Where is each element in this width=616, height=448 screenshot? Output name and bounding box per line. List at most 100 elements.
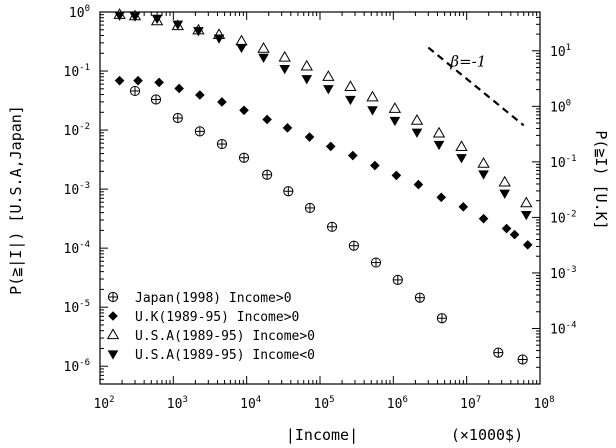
- slope-reference-line: [427, 46, 525, 127]
- data-point: [239, 105, 249, 116]
- y-left-tick-label: 10-6: [64, 358, 91, 375]
- data-point: [172, 20, 184, 30]
- legend: Japan(1998) Income>0 U.K(1989-95) Income>…: [106, 291, 315, 363]
- data-point: [283, 186, 294, 197]
- y-left-tick-label: 10-3: [64, 181, 91, 198]
- data-point: [348, 240, 360, 251]
- data-point: [501, 223, 512, 234]
- data-point: [129, 12, 141, 22]
- legend-marker: [106, 328, 120, 340]
- y-left-tick-label: 100: [69, 4, 90, 21]
- data-point: [325, 141, 336, 152]
- slope-label: β=-1: [449, 52, 486, 70]
- x-axis-label: |Income|: [286, 426, 358, 444]
- data-point: [114, 75, 125, 86]
- x-tick-label: 107: [460, 395, 481, 412]
- data-point: [151, 14, 163, 24]
- x-tick-label: 106: [387, 395, 408, 412]
- data-point: [493, 347, 504, 358]
- data-point: [392, 274, 403, 285]
- series-2: [113, 8, 533, 208]
- data-point: [499, 189, 511, 199]
- data-point: [257, 41, 270, 53]
- data-point: [262, 169, 273, 180]
- data-point: [304, 132, 315, 142]
- legend-marker: [108, 311, 118, 321]
- y-right-tick-label: 101: [550, 43, 571, 60]
- data-series: [113, 8, 533, 365]
- data-point: [436, 192, 447, 203]
- data-point: [433, 140, 445, 151]
- x-tick-label: 103: [167, 395, 188, 412]
- x-tick-label: 108: [533, 395, 554, 412]
- tick-marks: [99, 11, 541, 385]
- data-point: [345, 95, 356, 106]
- annotations: β=-1: [427, 46, 525, 127]
- y-axis-label-left: P(≧|I|) [U.S.A,Japan]: [7, 105, 25, 295]
- data-point: [195, 90, 205, 100]
- data-point: [478, 213, 489, 224]
- data-point: [370, 160, 380, 171]
- data-point: [216, 138, 228, 150]
- series-0: [129, 85, 528, 365]
- data-point: [455, 140, 468, 151]
- y-left-tick-label: 10-1: [64, 63, 91, 80]
- data-point: [517, 354, 528, 365]
- y-right-tick-label: 10-4: [550, 320, 577, 337]
- data-point: [322, 70, 335, 81]
- data-point: [326, 221, 338, 232]
- data-point: [509, 229, 520, 240]
- y-left-tick-label: 10-2: [64, 122, 91, 139]
- data-point: [370, 257, 382, 268]
- y-right-tick-label: 10-2: [550, 209, 577, 226]
- data-point: [522, 240, 533, 250]
- data-point: [366, 90, 379, 102]
- data-point: [133, 75, 143, 86]
- data-point: [520, 196, 533, 208]
- legend-entry-label: U.S.A(1989-95) Income>0: [135, 329, 315, 344]
- data-point: [258, 53, 269, 64]
- data-point: [278, 50, 291, 62]
- data-point: [193, 27, 204, 37]
- data-point: [436, 313, 448, 324]
- series-1: [114, 75, 533, 250]
- legend-entry-label: U.S.A(1989-95) Income<0: [135, 348, 315, 363]
- y-axis-label-right: P(≧I) [U.K]: [592, 130, 610, 229]
- data-point: [154, 77, 164, 88]
- y-right-tick-label: 100: [550, 98, 571, 115]
- data-point: [217, 97, 227, 107]
- data-point: [174, 83, 184, 94]
- data-point: [367, 106, 378, 116]
- y-right-tick-label: 10-1: [550, 154, 577, 171]
- legend-marker: [107, 350, 119, 360]
- data-point: [304, 202, 316, 214]
- data-point: [410, 113, 424, 125]
- data-point: [389, 116, 401, 127]
- x-tick-label: 102: [93, 395, 114, 412]
- data-point: [114, 11, 125, 21]
- tick-labels: 102 103 104 105 106 107 108 100 10-1 10-2 10-3 10-4…: [64, 4, 577, 412]
- data-point: [213, 34, 225, 44]
- data-point: [235, 34, 248, 46]
- data-point: [432, 126, 446, 138]
- legend-marker: [107, 291, 119, 303]
- data-point: [520, 210, 532, 221]
- data-point: [300, 59, 313, 71]
- data-point: [301, 75, 313, 85]
- y-left-tick-label: 10-4: [64, 240, 91, 257]
- data-point: [388, 102, 402, 113]
- series-3: [114, 11, 532, 221]
- data-point: [323, 85, 334, 95]
- data-point: [411, 128, 423, 138]
- data-point: [414, 292, 425, 303]
- data-point: [129, 85, 141, 97]
- x-axis-unit: (×1000$): [451, 426, 523, 444]
- data-point: [498, 175, 511, 187]
- y-right-tick-label: 10-3: [550, 265, 577, 282]
- data-point: [413, 179, 424, 190]
- data-point: [236, 43, 247, 54]
- data-point: [172, 112, 183, 124]
- x-tick-label: 105: [313, 395, 334, 412]
- data-point: [194, 126, 205, 137]
